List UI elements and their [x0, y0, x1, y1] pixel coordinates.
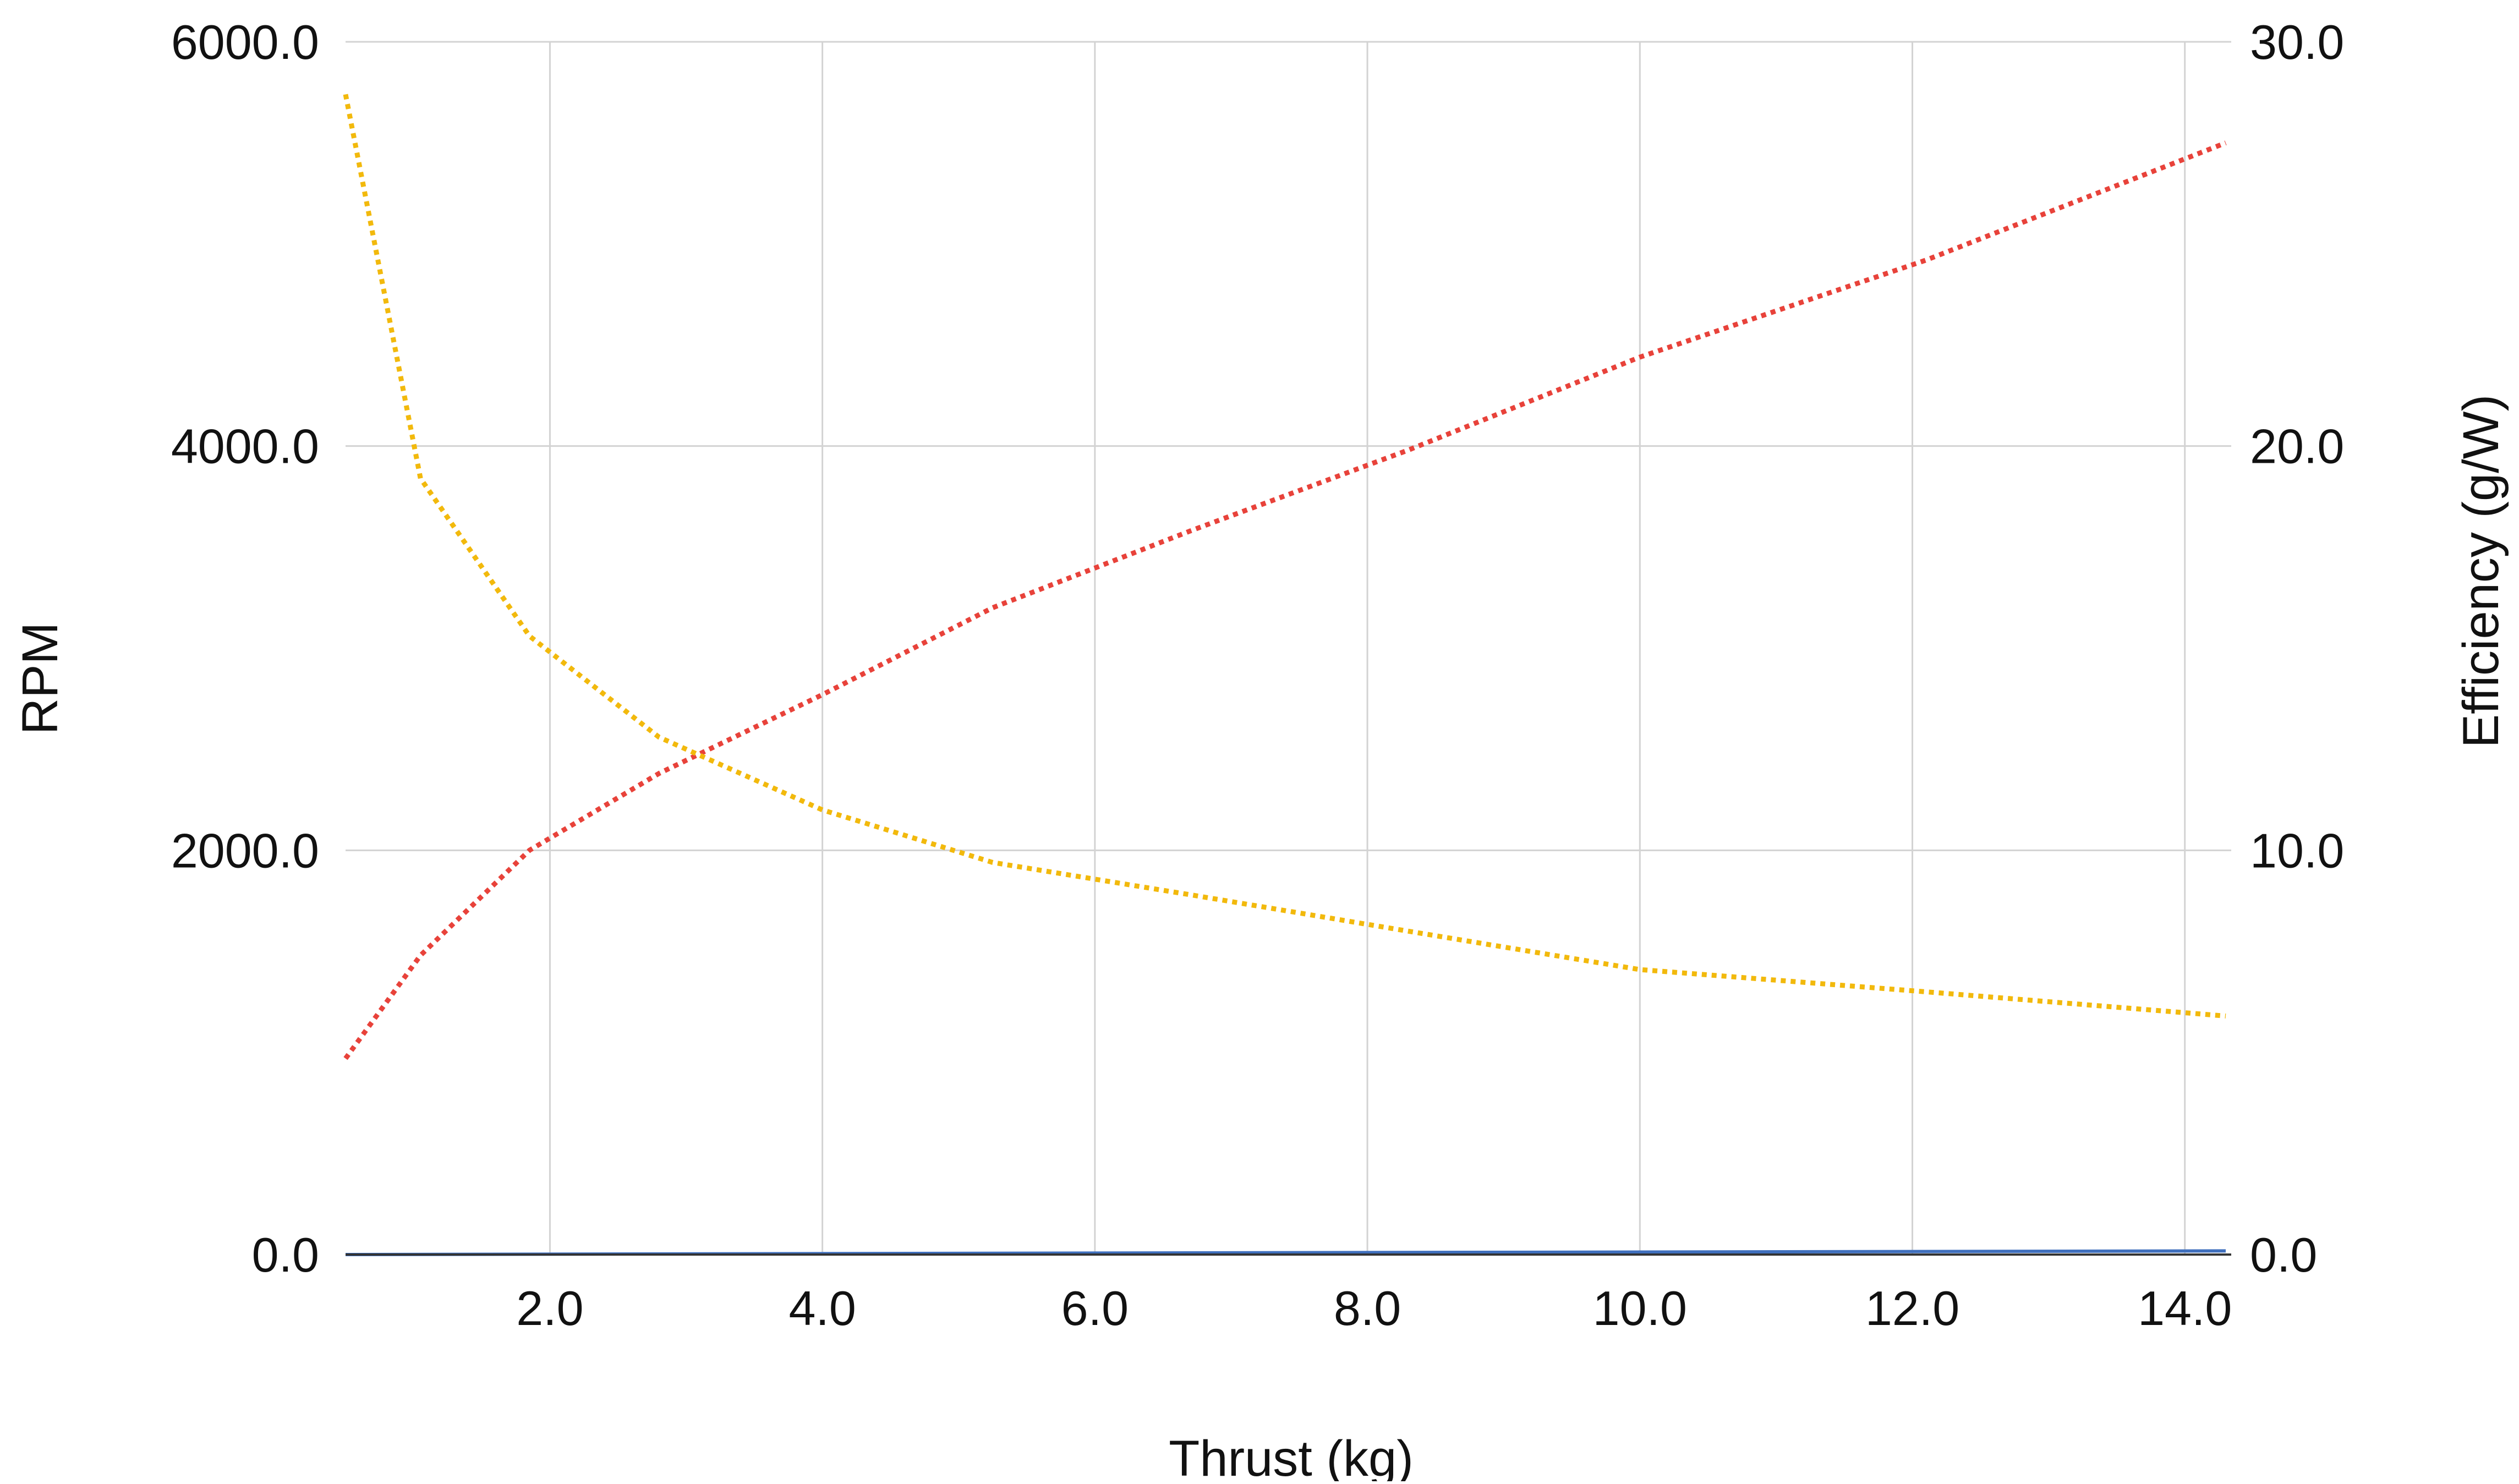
- x-tick-label: 2.0: [516, 1281, 583, 1335]
- x-tick-label: 4.0: [788, 1281, 856, 1335]
- y-right-tick-label: 0.0: [2250, 1228, 2317, 1282]
- y-left-tick-label: 6000.0: [171, 15, 319, 69]
- y-left-tick-label: 4000.0: [171, 419, 319, 474]
- x-tick-label: 6.0: [1061, 1281, 1129, 1335]
- y-left-tick-label: 0.0: [252, 1228, 319, 1282]
- axes: 2.0 4.0 6.0 8.0 10.0 12.0 14.0 0.0 2000.0 4000.0 6…: [171, 15, 2344, 1335]
- y-right-tick-label: 10.0: [2250, 823, 2344, 878]
- x-tick-label: 14.0: [2138, 1281, 2232, 1335]
- series-line-2: [346, 95, 2226, 1016]
- gridlines: [346, 42, 2231, 1255]
- y-right-tick-label: 30.0: [2250, 15, 2344, 69]
- y-axis-right-label: Efficiency (g/W): [2453, 395, 2509, 748]
- series-line-1: [346, 143, 2226, 1059]
- y-right-tick-label: 20.0: [2250, 419, 2344, 474]
- x-tick-label: 10.0: [1593, 1281, 1687, 1335]
- x-axis-label: Thrust (kg): [1169, 1431, 1414, 1481]
- x-tick-label: 8.0: [1334, 1281, 1401, 1335]
- y-axis-left-label: RPM: [12, 622, 68, 735]
- x-tick-label: 12.0: [1865, 1281, 1959, 1335]
- y-left-tick-label: 2000.0: [171, 823, 319, 878]
- series-lines: [346, 94, 2226, 1255]
